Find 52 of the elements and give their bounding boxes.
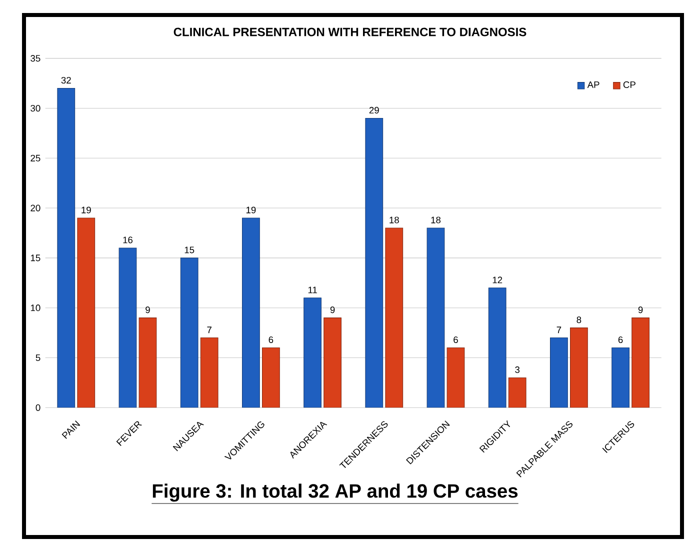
caption: Figure 3: In total 32 AP and 19 CP cases (152, 484, 518, 502)
y-tick-label: 15 (30, 254, 40, 262)
data-label: 3 (515, 366, 520, 373)
data-label: 19 (246, 206, 256, 214)
bar (57, 88, 76, 408)
y-tick-label: 25 (30, 154, 40, 162)
data-label: 16 (123, 236, 133, 244)
data-label: 9 (638, 306, 643, 314)
bar (508, 377, 526, 408)
data-label: 11 (308, 286, 317, 294)
bar (632, 318, 650, 408)
legend-label: AP (587, 81, 600, 88)
data-label: 7 (207, 326, 212, 334)
data-label: 32 (61, 76, 71, 84)
data-label: 9 (330, 306, 335, 314)
bar (77, 218, 96, 408)
y-tick-label: 5 (36, 354, 40, 361)
bar (550, 338, 568, 408)
bar (180, 258, 198, 408)
data-label: 6 (618, 336, 623, 344)
legend-label: CP (623, 81, 636, 88)
bar (262, 347, 280, 408)
data-label: 9 (146, 306, 150, 314)
y-tick-label: 35 (30, 55, 40, 62)
bar (324, 318, 342, 408)
bar (118, 248, 137, 408)
data-label: 15 (184, 246, 194, 254)
chart-title: CLINICAL PRESENTATION WITH REFERENCE TO DIAGNOSIS (174, 28, 526, 36)
data-label: 12 (492, 276, 502, 284)
data-label: 8 (576, 316, 582, 324)
bar (446, 347, 465, 408)
bar (385, 228, 404, 408)
bar (570, 328, 588, 408)
bar (200, 338, 218, 408)
y-tick-label: 30 (30, 104, 40, 112)
bar (138, 318, 157, 408)
data-label: 6 (454, 336, 458, 344)
bar (426, 228, 445, 408)
y-tick-label: 20 (30, 204, 40, 212)
data-label: 7 (556, 326, 562, 334)
bar (488, 288, 506, 408)
bar (612, 347, 630, 408)
bar (304, 298, 322, 408)
bar (242, 218, 260, 408)
y-tick-label: 0 (36, 404, 40, 411)
y-tick-label: 10 (30, 304, 40, 312)
data-label: 18 (431, 216, 441, 224)
data-label: 18 (390, 216, 399, 224)
data-label: 19 (82, 206, 91, 214)
bar (365, 118, 384, 408)
data-label: 29 (369, 106, 379, 114)
data-label: 6 (268, 336, 274, 344)
